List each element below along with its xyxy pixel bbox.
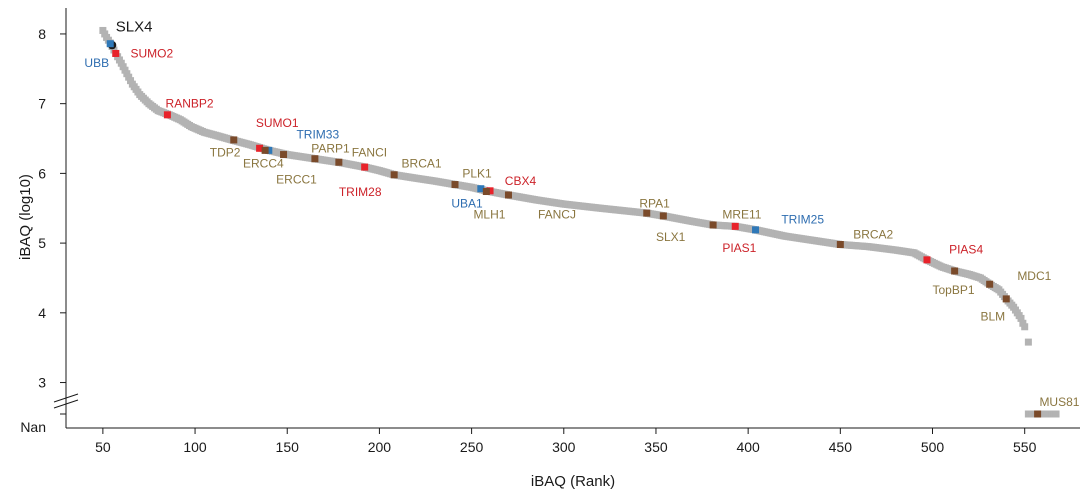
ranked-protein-point [1025, 339, 1032, 346]
x-tick-label: 350 [644, 439, 668, 455]
highlight-point-mre11 [710, 221, 717, 228]
gene-label-topbp1: TopBP1 [933, 283, 975, 297]
gene-label-mre11: MRE11 [722, 208, 761, 222]
gene-label-trim33: TRIM33 [296, 127, 339, 141]
highlight-point-topbp1 [951, 267, 958, 274]
gene-label-cbx4: CBX4 [505, 174, 537, 188]
x-tick-label: 250 [460, 439, 484, 455]
y-tick-label-nan: Nan [20, 419, 46, 435]
gene-label-plk1: PLK1 [462, 166, 492, 180]
gene-label-ercc4: ERCC4 [243, 157, 284, 171]
x-tick-label: 450 [829, 439, 853, 455]
gene-label-slx1: SLX1 [656, 230, 686, 244]
highlight-point-ercc4 [262, 147, 269, 154]
highlight-point-brca1 [391, 171, 398, 178]
axes-group: 3 4 5 6 7 8 Nan 50 100 150 200 250 300 350 400 450 500 55… [20, 8, 1080, 455]
y-tick-label: 4 [38, 305, 46, 321]
x-tick-label: 50 [95, 439, 111, 455]
gene-label-pias1: PIAS1 [722, 241, 756, 255]
x-tick-label: 300 [552, 439, 576, 455]
gene-label-mus81: MUS81 [1039, 395, 1079, 409]
ranked-protein-point [1021, 323, 1028, 330]
highlight-point-fanci [335, 159, 342, 166]
x-tick-label: 400 [736, 439, 760, 455]
highlight-point-pias4 [923, 256, 930, 263]
gene-label-brca1: BRCA1 [402, 157, 442, 171]
gene-label-fancj: FANCJ [538, 208, 576, 222]
highlight-point-ubb [107, 40, 114, 47]
x-tick-label: 550 [1013, 439, 1037, 455]
highlight-point-mus81 [1034, 411, 1041, 418]
gene-label-tdp2: TDP2 [210, 145, 241, 159]
highlight-point-fancj [505, 191, 512, 198]
gene-label-sumo1: SUMO1 [256, 116, 299, 130]
highlight-point-trim28 [361, 164, 368, 171]
gene-label-ranbp2: RANBP2 [166, 97, 214, 111]
highlight-point-pias1 [732, 223, 739, 230]
x-tick-label: 500 [921, 439, 945, 455]
highlight-point-mdc1 [986, 281, 993, 288]
x-tick-label: 150 [276, 439, 300, 455]
nan-protein-point [1053, 411, 1060, 418]
highlight-point-parp1 [311, 155, 318, 162]
gene-label-fanci: FANCI [352, 145, 387, 159]
gene-label-mlh1: MLH1 [473, 208, 505, 222]
x-tick-label: 100 [183, 439, 207, 455]
y-tick-label: 5 [38, 235, 46, 251]
highlight-point-mlh1 [483, 188, 490, 195]
highlight-point-slx1 [660, 212, 667, 219]
gene-label-ercc1: ERCC1 [276, 173, 317, 187]
y-tick-label: 7 [38, 96, 46, 112]
gene-label-sumo2: SUMO2 [131, 46, 174, 60]
gene-label-trim28: TRIM28 [339, 185, 382, 199]
x-axis-title: iBAQ (Rank) [531, 473, 615, 490]
gene-label-slx4: SLX4 [116, 19, 153, 36]
gene-label-parp1: PARP1 [311, 141, 350, 155]
data-points-group [99, 27, 1059, 418]
gene-label-blm: BLM [980, 309, 1005, 323]
highlight-point-ranbp2 [164, 111, 171, 118]
y-tick-label: 6 [38, 165, 46, 181]
highlight-point-rpa1 [643, 210, 650, 217]
highlight-point-tdp2 [230, 136, 237, 143]
y-tick-label: 3 [38, 375, 46, 391]
gene-label-brca2: BRCA2 [853, 228, 893, 242]
gene-label-mdc1: MDC1 [1017, 269, 1051, 283]
gene-label-trim25: TRIM25 [781, 212, 824, 226]
y-axis-title: iBAQ (log10) [17, 174, 34, 260]
gene-label-pias4: PIAS4 [949, 242, 983, 256]
y-tick-label: 8 [38, 26, 46, 42]
highlight-point-blm [1003, 295, 1010, 302]
highlight-point-trim25 [752, 226, 759, 233]
gene-label-ubb: UBB [84, 56, 109, 70]
x-tick-label: 200 [368, 439, 392, 455]
highlight-point-plk1 [452, 181, 459, 188]
highlight-point-brca2 [837, 241, 844, 248]
highlight-point-sumo2 [112, 50, 119, 57]
gene-label-rpa1: RPA1 [639, 196, 670, 210]
